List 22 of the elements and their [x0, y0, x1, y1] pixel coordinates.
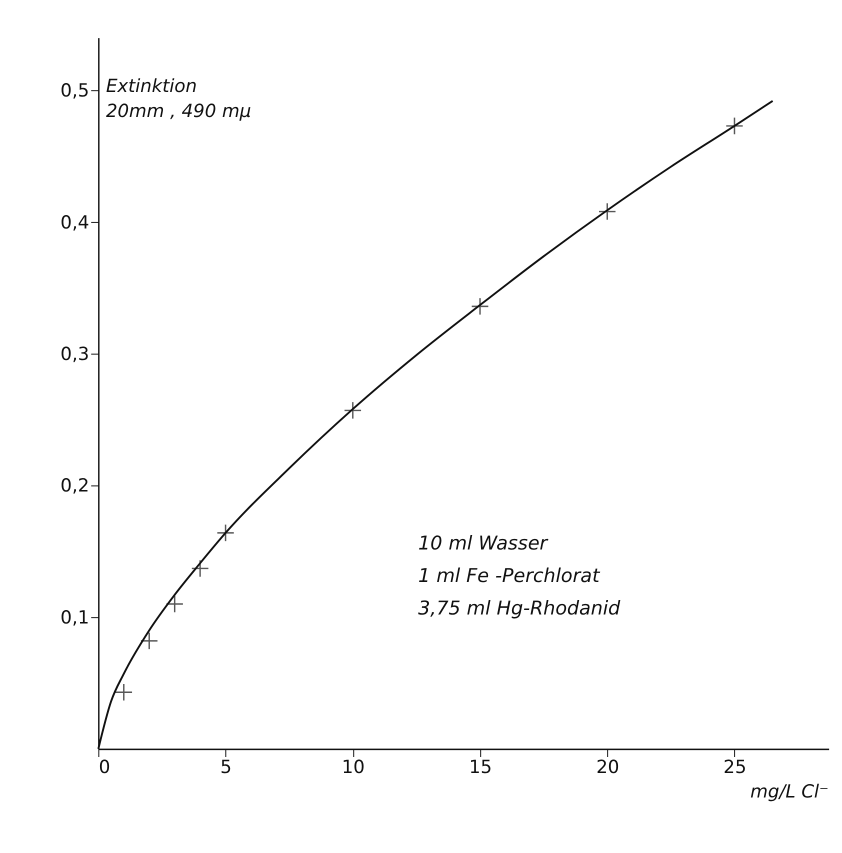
x-tick-label: 25 — [723, 757, 746, 778]
x-tick-label: 0 — [98, 757, 110, 778]
y-tick-label: 0,3 — [60, 344, 90, 365]
annotation: 10 ml Wasser 1 ml Fe -Perchlorat 3,75 ml Hg-Rhodanid — [418, 531, 622, 620]
point — [140, 632, 158, 650]
x-tick-label: 15 — [468, 757, 492, 778]
point — [344, 401, 362, 420]
x-tick-label: 10 — [342, 757, 365, 778]
x-tick-label: 20 — [596, 757, 620, 778]
point — [216, 524, 235, 542]
x-axis-title: mg/L Cl⁻ — [750, 782, 829, 803]
y-axis-title: Extinktion 20mm , 490 mμ — [106, 76, 252, 122]
point — [471, 297, 490, 316]
point — [114, 683, 133, 702]
point — [191, 559, 210, 578]
y-tick-label: 0,5 — [60, 80, 90, 102]
y-tick-label: 0,1 — [60, 607, 90, 628]
y-tick-label: 0,2 — [60, 476, 90, 497]
point — [598, 202, 616, 221]
y-tick-label: 0,4 — [60, 212, 90, 234]
x-tick-label: 5 — [220, 757, 232, 778]
point — [726, 116, 744, 135]
